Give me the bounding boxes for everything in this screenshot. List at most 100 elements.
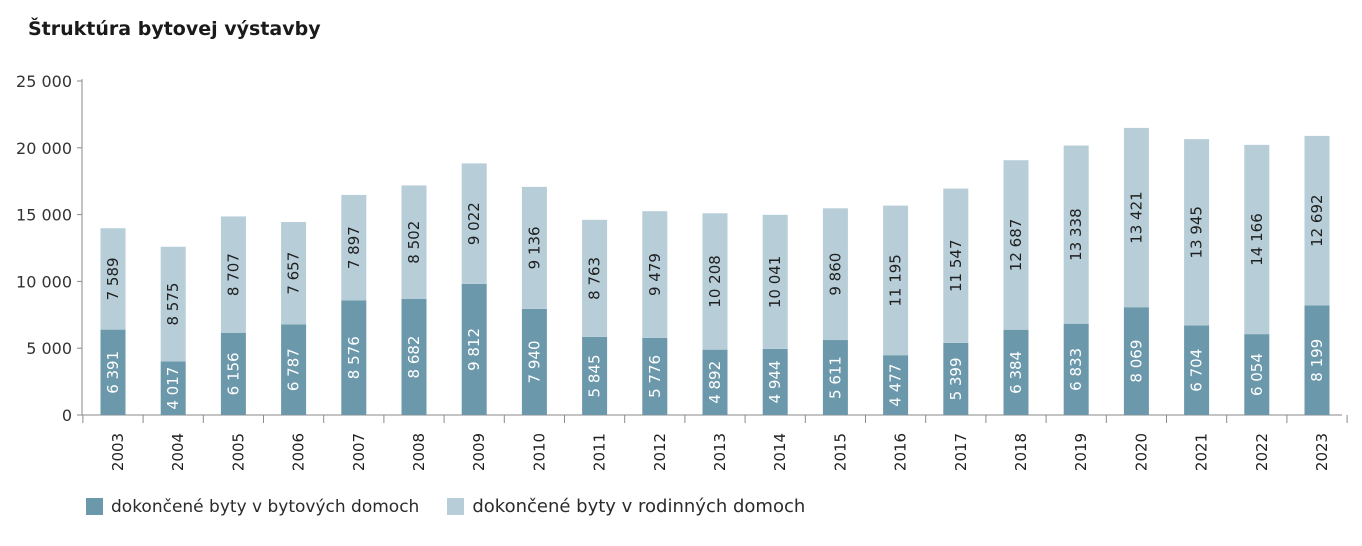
bar-apartment-buildings	[702, 349, 728, 415]
data-label-family-houses: 7 657	[285, 252, 303, 295]
data-label-family-houses: 8 763	[586, 257, 604, 300]
data-label-apartment-buildings: 6 833	[1067, 348, 1085, 391]
data-label-apartment-buildings: 4 477	[887, 364, 905, 407]
bar-apartment-buildings	[461, 283, 487, 415]
bar-apartment-buildings	[401, 299, 427, 415]
y-tick-label: 15 000	[16, 206, 72, 225]
data-label-family-houses: 9 136	[525, 226, 543, 269]
bar-family-houses	[100, 228, 126, 330]
data-label-apartment-buildings: 6 787	[285, 348, 303, 391]
bar-family-houses	[943, 188, 969, 343]
data-label-family-houses: 9 860	[826, 253, 844, 296]
x-tick-label: 2023	[1313, 433, 1331, 471]
data-label-apartment-buildings: 6 384	[1007, 351, 1025, 394]
bar-family-houses	[1003, 160, 1029, 330]
x-tick-label: 2022	[1253, 433, 1271, 471]
bar-family-houses	[160, 246, 186, 362]
bar-apartment-buildings	[642, 337, 668, 415]
bar-apartment-buildings	[100, 329, 126, 415]
data-label-apartment-buildings: 8 576	[345, 336, 363, 379]
bar-apartment-buildings	[943, 342, 969, 415]
bar-family-houses	[521, 186, 547, 309]
y-tick-label: 20 000	[16, 139, 72, 158]
x-tick-label: 2017	[952, 433, 970, 471]
x-tick-label: 2009	[470, 433, 488, 471]
bar-apartment-buildings	[1184, 325, 1210, 415]
bar-family-houses	[220, 216, 246, 333]
bar-apartment-buildings	[341, 300, 367, 415]
legend-label-apartment-buildings: dokončené byty v bytových domoch	[111, 496, 420, 517]
legend-swatch-family-houses	[447, 498, 465, 515]
data-label-family-houses: 13 338	[1067, 208, 1085, 261]
bar-family-houses	[822, 208, 848, 341]
bar-apartment-buildings	[582, 336, 608, 415]
bar-family-houses	[642, 211, 668, 338]
x-tick-label: 2018	[1012, 433, 1030, 471]
data-label-family-houses: 13 945	[1188, 206, 1206, 259]
data-label-apartment-buildings: 8 199	[1308, 339, 1326, 382]
x-tick-label: 2014	[771, 433, 789, 471]
data-label-apartment-buildings: 6 156	[224, 352, 242, 395]
x-tick-label: 2015	[831, 433, 849, 471]
y-tick-label: 0	[62, 406, 72, 425]
bar-family-houses	[702, 213, 728, 350]
x-tick-label: 2004	[169, 433, 187, 471]
chart-title: Štruktúra bytovej výstavby	[28, 18, 321, 40]
bar-apartment-buildings	[822, 340, 848, 415]
data-label-family-houses: 9 479	[646, 253, 664, 296]
x-tick-label: 2011	[591, 433, 609, 471]
x-tick-label: 2019	[1072, 433, 1090, 471]
data-label-family-houses: 13 421	[1127, 191, 1145, 244]
data-label-apartment-buildings: 4 944	[766, 360, 784, 403]
stacked-bar-chart: 0 5 000 10 000 15 000 20 000 25 000 6 391 7 589…	[16, 72, 1348, 471]
bar-family-houses	[1244, 144, 1270, 335]
bar-apartment-buildings	[883, 355, 909, 415]
legend-item-apartment-buildings: dokončené byty v bytových domoch	[86, 497, 419, 517]
bar-apartment-buildings	[1123, 307, 1149, 415]
bar-apartment-buildings	[1063, 323, 1089, 415]
y-tick-label: 25 000	[16, 72, 72, 91]
bar-apartment-buildings	[220, 332, 246, 415]
x-tick-label: 2006	[290, 433, 308, 471]
bar-family-houses	[461, 163, 487, 284]
legend-label-family-houses: dokončené byty v rodinných domoch	[472, 496, 806, 517]
data-label-family-houses: 8 575	[164, 283, 182, 326]
x-tick-label: 2013	[711, 433, 729, 471]
data-label-apartment-buildings: 8 682	[405, 336, 423, 379]
data-label-apartment-buildings: 9 812	[465, 328, 483, 371]
data-label-apartment-buildings: 6 054	[1248, 353, 1266, 396]
bar-family-houses	[582, 219, 608, 337]
bar-family-houses	[883, 205, 909, 356]
data-label-family-houses: 10 041	[766, 256, 784, 309]
data-label-family-houses: 9 022	[465, 202, 483, 245]
data-label-apartment-buildings: 7 940	[525, 340, 543, 383]
data-label-apartment-buildings: 5 399	[947, 357, 965, 400]
bar-apartment-buildings	[1244, 334, 1270, 415]
data-label-family-houses: 8 502	[405, 221, 423, 264]
x-tick-label: 2003	[109, 433, 127, 471]
x-tick-label: 2008	[410, 433, 428, 471]
data-label-family-houses: 7 897	[345, 226, 363, 269]
legend-swatch-apartment-buildings	[86, 498, 103, 515]
bar-family-houses	[762, 214, 788, 349]
data-label-apartment-buildings: 8 069	[1127, 340, 1145, 383]
x-tick-label: 2016	[892, 433, 910, 471]
x-tick-label: 2021	[1193, 433, 1211, 471]
y-tick-label: 10 000	[16, 272, 72, 291]
bar-family-houses	[281, 222, 307, 325]
bar-apartment-buildings	[1003, 329, 1029, 415]
legend-item-family-houses: dokončené byty v rodinných domoch	[447, 496, 805, 517]
bar-apartment-buildings	[160, 361, 186, 415]
data-label-family-houses: 10 208	[706, 255, 724, 308]
x-tick-label: 2012	[651, 433, 669, 471]
data-label-apartment-buildings: 6 391	[104, 351, 122, 394]
bar-apartment-buildings	[1304, 305, 1330, 415]
data-label-family-houses: 14 166	[1248, 213, 1266, 266]
data-label-family-houses: 8 707	[224, 253, 242, 296]
data-label-family-houses: 11 547	[947, 239, 965, 292]
bar-family-houses	[1184, 139, 1210, 326]
x-tick-label: 2007	[350, 433, 368, 471]
bar-apartment-buildings	[762, 348, 788, 415]
x-tick-label: 2020	[1132, 433, 1150, 471]
